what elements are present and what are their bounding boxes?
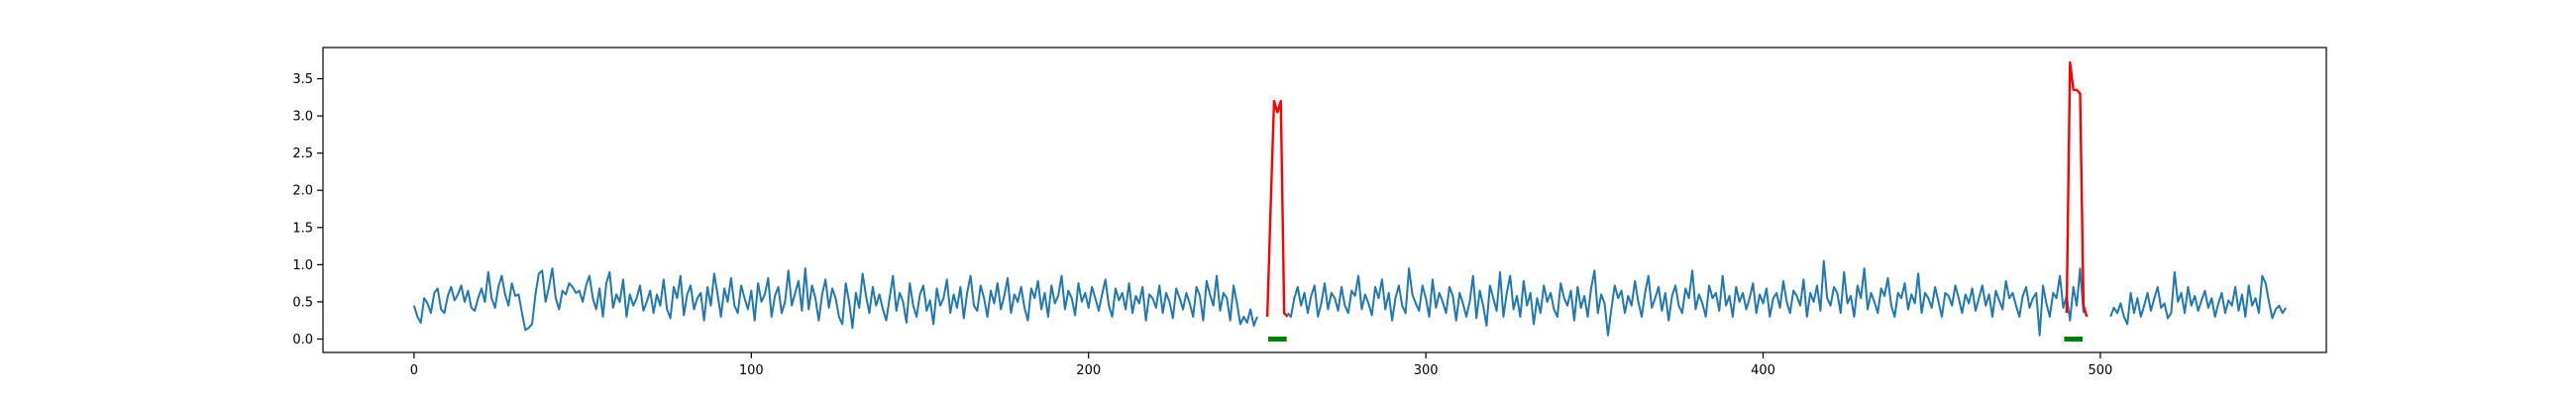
x-axis: 0 100 200 300 400 500 — [410, 352, 2113, 378]
marker-point — [1271, 336, 1277, 342]
series-line-blue-segment-3 — [2109, 270, 2287, 326]
marker-point — [2074, 336, 2080, 342]
series-line-blue-segment-1 — [412, 267, 1258, 332]
y-tick-label: 3.0 — [292, 110, 313, 125]
y-tick-label: 1.5 — [292, 221, 313, 236]
series-line-blue-segment-2 — [1286, 259, 2085, 337]
y-tick-label: 0.0 — [292, 333, 313, 347]
x-tick-label: 400 — [1751, 363, 1775, 378]
x-tick-label: 300 — [1414, 363, 1439, 378]
y-tick-label: 0.5 — [292, 295, 313, 310]
y-axis: 0.0 0.5 1.0 1.5 2.0 2.5 3.0 3.5 — [292, 72, 323, 347]
marker-point — [1268, 336, 1274, 342]
marker-point — [2064, 336, 2070, 342]
marker-point — [2071, 336, 2077, 342]
series-line-red-segment-1 — [1265, 99, 1289, 318]
x-tick-label: 500 — [2089, 363, 2113, 378]
marker-point — [1274, 336, 1280, 342]
y-tick-label: 1.0 — [292, 258, 313, 273]
marker-point — [2067, 336, 2073, 342]
marker-point — [1278, 336, 1284, 342]
series-line-red-segment-2 — [2065, 60, 2089, 318]
axes-frame — [322, 47, 2327, 353]
marker-point — [1281, 336, 1287, 342]
y-tick-label: 2.0 — [292, 184, 313, 199]
x-tick-label: 200 — [1076, 363, 1101, 378]
x-tick-label: 0 — [410, 363, 418, 378]
x-tick-label: 100 — [739, 363, 764, 378]
marker-point — [2078, 336, 2084, 342]
plot-area — [412, 60, 2287, 342]
y-tick-label: 2.5 — [292, 147, 313, 161]
y-tick-label: 3.5 — [292, 72, 313, 87]
